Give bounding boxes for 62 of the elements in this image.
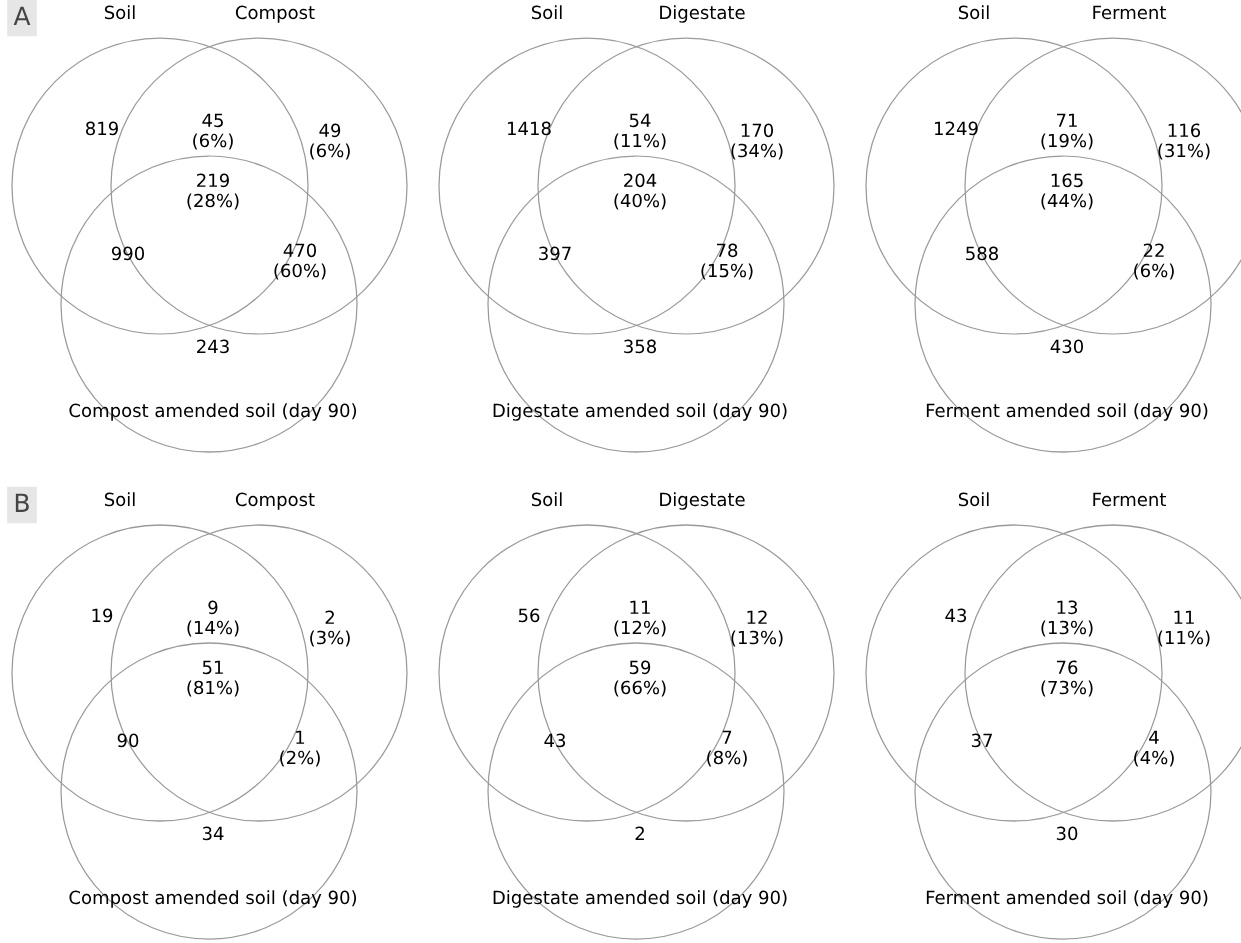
data-label: 990: [111, 246, 145, 261]
data-label: 819: [85, 121, 118, 136]
data-label: 51 (81%): [187, 660, 239, 697]
text: Ferment: [1093, 5, 1166, 20]
data-label: 19: [92, 608, 113, 623]
text: Compost amended soil (day 90): [69, 890, 357, 908]
data-label: 588: [966, 246, 998, 261]
data-label: 2: [635, 826, 644, 840]
text: Compost: [235, 5, 315, 23]
text: Soil: [958, 5, 989, 20]
text: Compost amended soil (day 90): [69, 403, 357, 421]
data-label: 1 (2%): [280, 730, 320, 767]
data-label: 12 (13%): [731, 610, 783, 647]
data-label: 43: [544, 733, 566, 748]
data-label: 30: [1056, 826, 1078, 841]
data-label: 170 (34%): [731, 123, 783, 160]
data-label: 219 (28%): [187, 173, 239, 210]
data-label: 204 (40%): [614, 173, 666, 210]
data-label: 2 (3%): [310, 610, 350, 647]
text: Soil: [531, 492, 562, 507]
text: Soil: [104, 5, 135, 20]
text: B: [15, 493, 29, 512]
data-label: 243: [197, 339, 229, 354]
text: Soil: [531, 5, 562, 20]
data-label: 71 (19%): [1041, 113, 1093, 150]
text: Ferment: [1093, 492, 1166, 507]
data-label: 54 (11%): [614, 113, 666, 150]
data-label: 13 (13%): [1041, 600, 1093, 637]
data-label: 1418: [508, 121, 551, 136]
text: Ferment amended soil (day 90): [926, 403, 1208, 421]
data-label: 11 (12%): [614, 600, 666, 637]
data-label: 22 (6%): [1134, 243, 1174, 280]
data-label: 165 (44%): [1041, 173, 1093, 210]
data-label: 358: [624, 339, 656, 354]
data-label: 49 (6%): [310, 123, 350, 160]
data-label: 7 (8%): [707, 730, 747, 767]
text: Ferment amended soil (day 90): [926, 890, 1208, 908]
text: Soil: [104, 492, 135, 507]
data-label: 45 (6%): [193, 113, 233, 150]
data-label: 34: [202, 826, 224, 841]
text: Digestate amended soil (day 90): [493, 890, 787, 908]
text: Digestate: [660, 5, 745, 23]
data-label: 430: [1050, 339, 1084, 354]
text: Digestate: [660, 492, 745, 510]
text: Soil: [958, 492, 989, 507]
data-label: 116 (31%): [1158, 123, 1210, 160]
text: A: [13, 6, 31, 25]
data-label: 4 (4%): [1134, 730, 1174, 767]
data-label: 470 (60%): [274, 243, 326, 280]
data-label: 90: [117, 733, 139, 748]
data-label: 9 (14%): [187, 600, 239, 637]
data-label: 56: [518, 608, 540, 623]
data-label: 11 (11%): [1158, 610, 1210, 647]
data-label: 37: [971, 733, 992, 748]
text: Digestate amended soil (day 90): [493, 403, 787, 421]
data-label: 78 (15%): [701, 243, 753, 280]
data-label: 43: [945, 608, 967, 623]
data-label: 397: [539, 246, 571, 261]
data-label: 59 (66%): [614, 660, 666, 697]
data-label: 1249: [935, 121, 978, 136]
text: Compost: [235, 492, 315, 510]
data-label: 76 (73%): [1041, 660, 1093, 697]
